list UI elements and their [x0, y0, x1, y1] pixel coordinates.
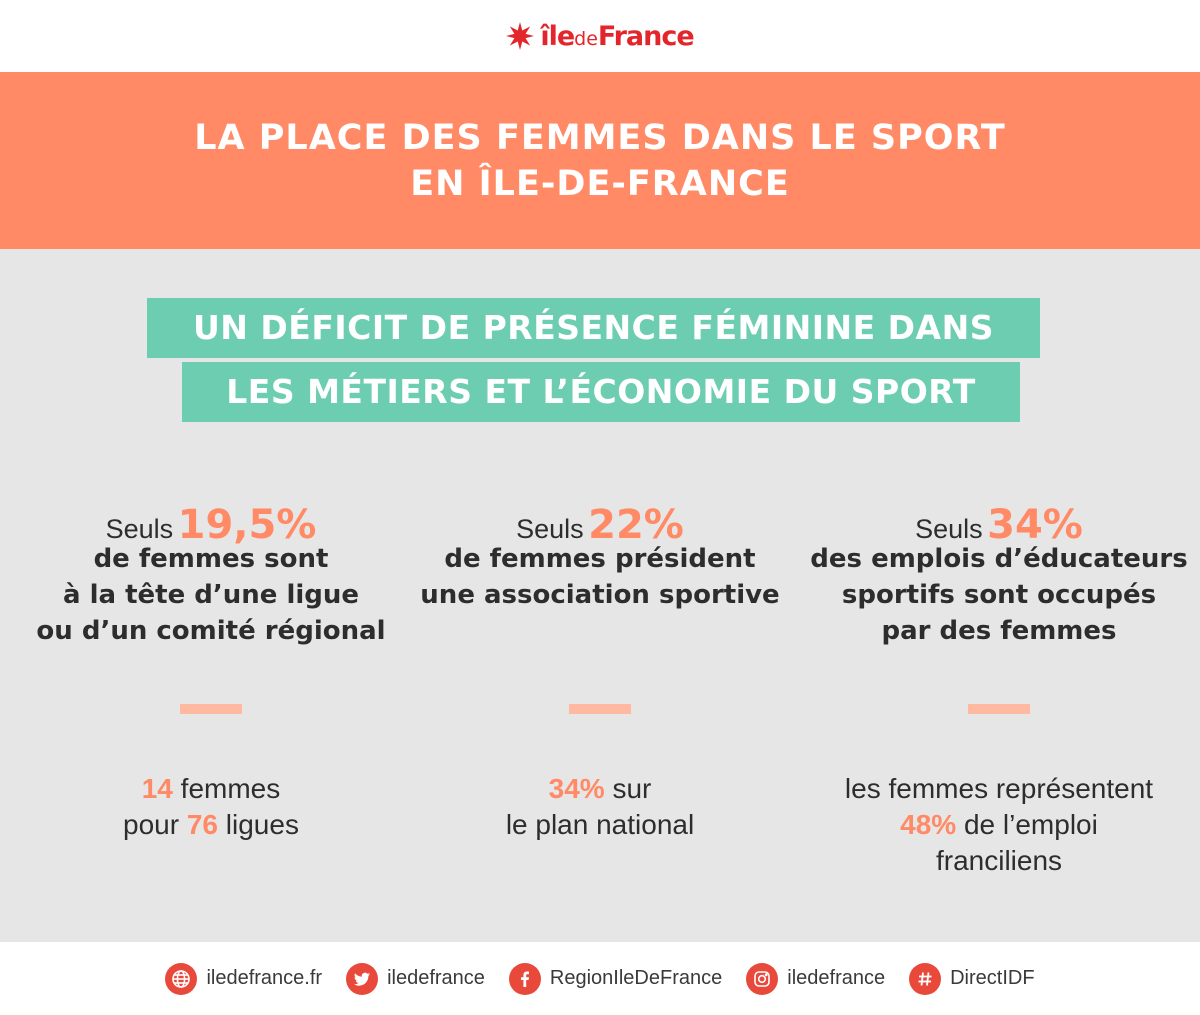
facebook-icon: [508, 962, 541, 995]
stat-prefix: Seuls: [516, 514, 584, 544]
stat-description: de femmes sont à la tête d’une ligue ou …: [11, 541, 411, 649]
stat-prefix: Seuls: [915, 514, 983, 544]
footer-link-facebook[interactable]: RegionIleDeFrance: [508, 962, 723, 995]
stat-description-line: de femmes sont: [93, 544, 329, 574]
stat-detail-line: 34% sur: [400, 771, 800, 807]
stat-detail-value: 34%: [548, 773, 605, 804]
header-logo-bar: îledeFrance: [0, 0, 1200, 72]
stat-description-line: des emplois d’éducateurs: [810, 544, 1188, 574]
footer-link-instagram[interactable]: iledefrance: [746, 962, 886, 995]
main-content: UN DÉFICIT DE PRÉSENCE FÉMININE DANS LES…: [0, 249, 1200, 942]
subtitle-line-1: UN DÉFICIT DE PRÉSENCE FÉMININE DANS: [147, 298, 1040, 358]
stat-detail-line: 14 femmes: [11, 771, 411, 807]
stat-detail-text: ligues: [218, 809, 299, 840]
title-band: LA PLACE DES FEMMES DANS LE SPORT EN ÎLE…: [0, 72, 1200, 249]
footer-link-label: DirectIDF: [950, 967, 1035, 989]
stat-detail-value: 48%: [900, 809, 957, 840]
footer-link-website[interactable]: iledefrance.fr: [165, 962, 323, 995]
footer-link-label: iledefrance: [387, 967, 485, 989]
stat-detail: les femmes représentent 48% de l’emploi …: [799, 771, 1199, 879]
instagram-icon: [746, 962, 779, 995]
page-title-line-1: LA PLACE DES FEMMES DANS LE SPORT: [194, 117, 1006, 158]
hashtag-icon: [909, 962, 942, 995]
stat-detail-text: femmes: [172, 773, 281, 804]
separator-dash: [569, 704, 631, 714]
footer-link-hashtag[interactable]: DirectIDF: [909, 962, 1035, 995]
separator-dash: [180, 704, 242, 714]
stat-detail-line: le plan national: [505, 809, 695, 840]
twitter-icon: [346, 962, 379, 995]
globe-icon: [165, 962, 198, 995]
stat-detail-line: 48% de l’emploi: [799, 807, 1199, 843]
stat-value: 34%: [987, 502, 1083, 548]
separator-dash: [968, 704, 1030, 714]
star-icon: [506, 22, 535, 50]
subtitle-line-2: LES MÉTIERS ET L’ÉCONOMIE DU SPORT: [182, 362, 1020, 422]
logo-text: îledeFrance: [540, 20, 694, 52]
stat-description-line: par des femmes: [881, 616, 1117, 646]
stat-detail: 14 femmes pour 76 ligues: [11, 771, 411, 843]
stat-description-line: de femmes président: [444, 544, 756, 574]
stat-headline: Seuls 34%: [799, 502, 1199, 548]
page-title-line-2: EN ÎLE-DE-FRANCE: [410, 163, 790, 204]
stat-detail-value: 76: [186, 809, 219, 840]
stat-detail-text: de l’emploi: [956, 809, 1098, 840]
footer-link-twitter[interactable]: iledefrance: [346, 962, 485, 995]
stat-detail-line: les femmes représentent: [844, 773, 1154, 804]
stat-prefix: Seuls: [105, 514, 174, 544]
stat-headline: Seuls 22%: [400, 502, 800, 548]
stat-value: 22%: [588, 502, 684, 548]
page-title: LA PLACE DES FEMMES DANS LE SPORT EN ÎLE…: [194, 115, 1006, 207]
footer-link-label: iledefrance: [787, 967, 886, 989]
stat-description-line: ou d’un comité régional: [36, 616, 386, 646]
stat-description-line: à la tête d’une ligue: [62, 580, 360, 610]
stat-value: 19,5%: [177, 502, 317, 548]
stat-detail-text: pour: [123, 809, 187, 840]
stat-detail-line: franciliens: [935, 845, 1063, 876]
stat-description: de femmes président une association spor…: [400, 541, 800, 613]
stat-detail-value: 14: [141, 773, 173, 804]
stat-detail: 34% sur le plan national: [400, 771, 800, 843]
stat-detail-text: sur: [604, 773, 652, 804]
stat-description: des emplois d’éducateurs sportifs sont o…: [799, 541, 1199, 649]
social-footer: iledefrance.fr iledefrance RegionIleDeFr…: [0, 942, 1200, 1015]
iledefrance-logo[interactable]: îledeFrance: [506, 20, 695, 52]
footer-link-label: RegionIleDeFrance: [549, 967, 723, 989]
stat-description-line: une association sportive: [420, 580, 780, 610]
stat-detail-line: pour 76 ligues: [11, 807, 411, 843]
footer-link-label: iledefrance.fr: [206, 967, 323, 989]
stat-description-line: sportifs sont occupés: [841, 580, 1157, 610]
stat-headline: Seuls 19,5%: [11, 502, 411, 548]
